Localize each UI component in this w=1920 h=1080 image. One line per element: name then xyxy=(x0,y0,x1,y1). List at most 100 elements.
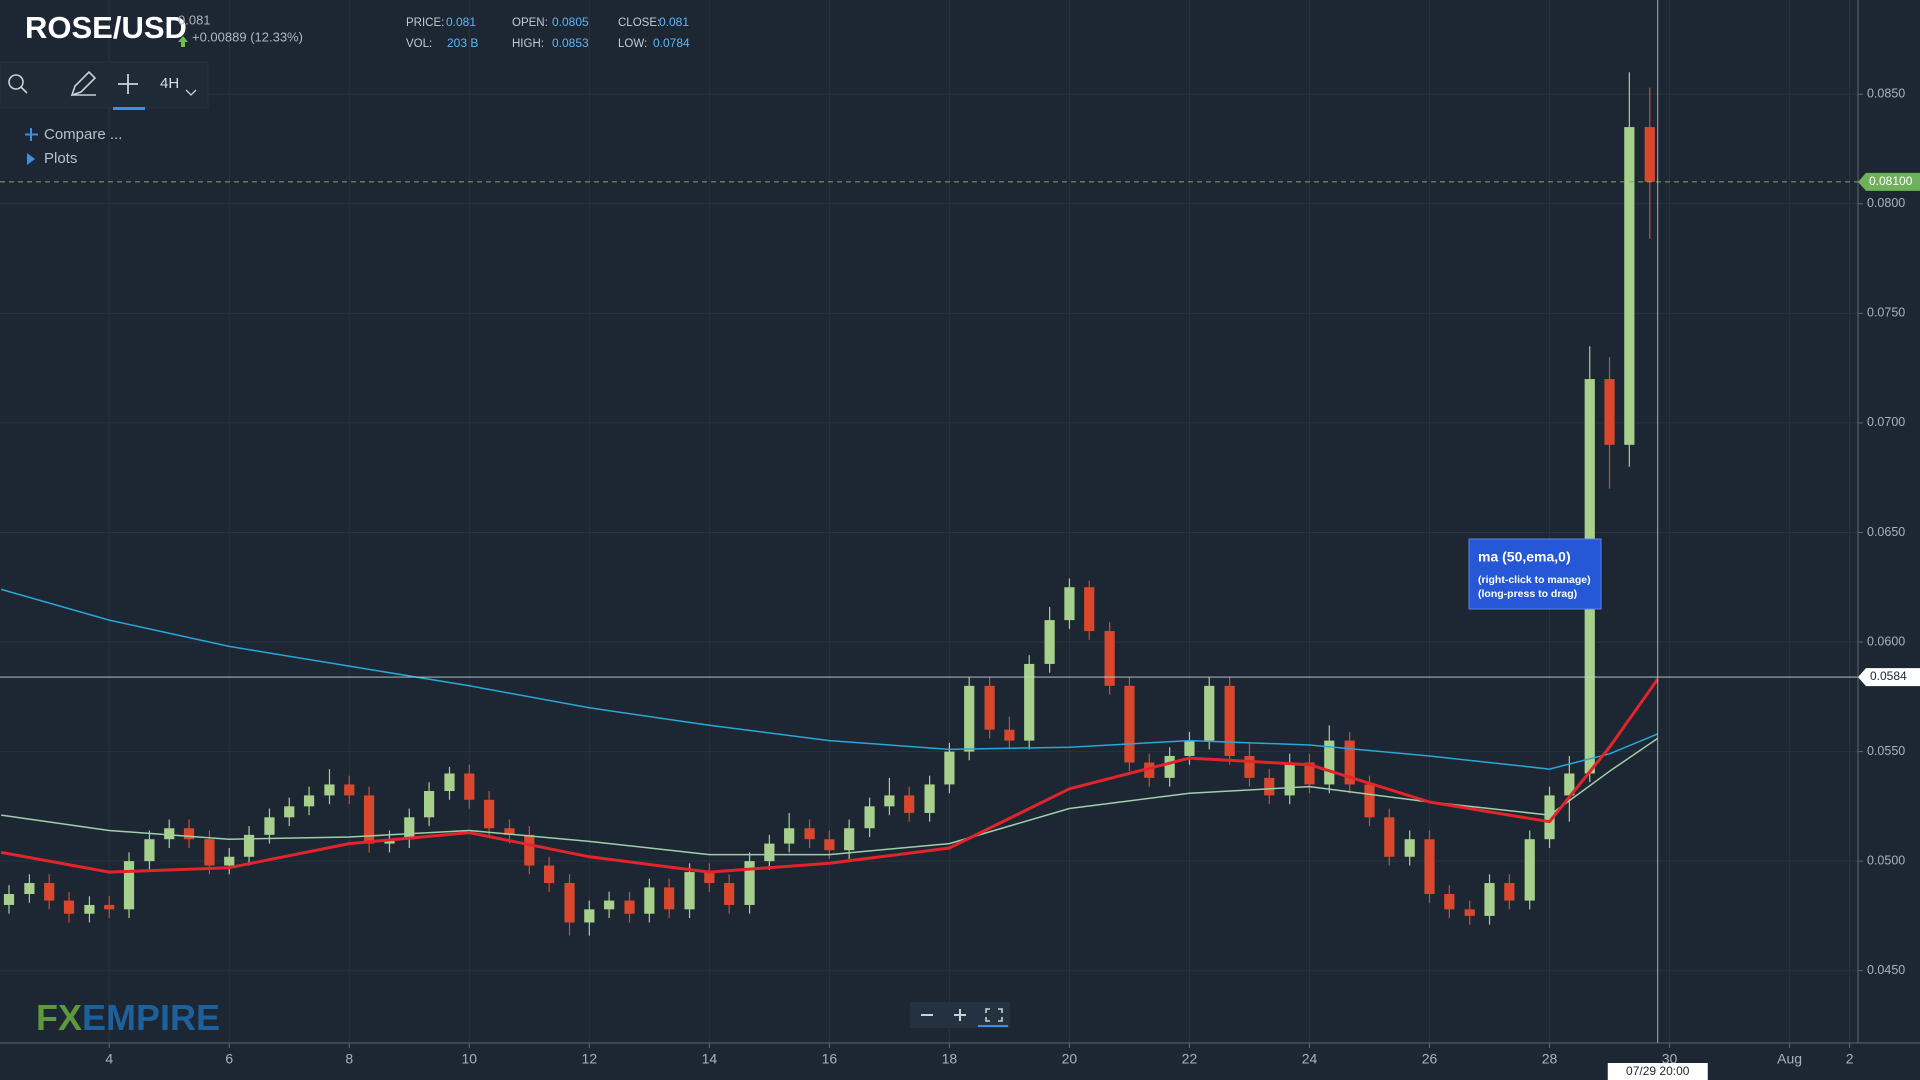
candle-body xyxy=(1144,762,1155,778)
crosshair-icon[interactable] xyxy=(118,74,138,94)
candle-body xyxy=(1084,587,1095,632)
toolbar: 4H Compare ... Plots xyxy=(0,61,209,167)
candle-body xyxy=(204,839,215,866)
candle-body xyxy=(344,784,355,796)
candle-body xyxy=(944,751,955,785)
candle-body xyxy=(1064,587,1075,621)
candle-body xyxy=(3,894,15,905)
candle-body xyxy=(884,795,895,807)
candle-body xyxy=(104,904,115,910)
interval[interactable]: 4H xyxy=(160,75,179,92)
candle-body xyxy=(183,828,195,840)
y-tick-label: 0.0750 xyxy=(1867,306,1905,320)
candle-body xyxy=(303,795,315,807)
candle-body xyxy=(1324,740,1335,785)
candle-body xyxy=(764,843,775,862)
x-tick-label: 28 xyxy=(1542,1051,1558,1067)
candle-body xyxy=(1184,740,1195,756)
tooltip-line: (long-press to drag) xyxy=(1478,588,1577,600)
candle-body xyxy=(1104,631,1115,686)
candle-body xyxy=(464,773,475,800)
x-tick-label: 12 xyxy=(582,1051,598,1067)
candle-body xyxy=(1264,777,1275,796)
x-tick-label: 4 xyxy=(105,1051,113,1067)
candle-body xyxy=(404,817,415,840)
candle-body xyxy=(1404,839,1415,857)
candle-body xyxy=(964,685,975,752)
candle-body xyxy=(544,865,555,884)
y-tick-label: 0.0700 xyxy=(1867,415,1905,429)
x-tick-label: 20 xyxy=(1062,1051,1078,1067)
candle-body xyxy=(1604,379,1615,445)
candle-body xyxy=(1004,729,1015,741)
x-tick-label: 16 xyxy=(822,1051,838,1067)
candle-body xyxy=(1024,663,1035,741)
y-tick-label: 0.0850 xyxy=(1867,87,1905,101)
stat-value: 203 B xyxy=(447,36,478,50)
axes: 0.0450 0.0500 0.0550 0.0600 0.0650 0.0700 0.07… xyxy=(105,87,1920,1080)
candle-body xyxy=(744,861,755,905)
candle-body xyxy=(1444,894,1455,910)
stat-value: 0.0784 xyxy=(653,36,690,50)
compare-button[interactable]: Compare ... xyxy=(44,126,122,143)
crosshair-x-tag xyxy=(1607,1063,1708,1080)
candle-body xyxy=(1464,909,1475,916)
tooltip-line: (right-click to manage) xyxy=(1478,574,1591,586)
candle-body xyxy=(844,828,855,851)
candle-body xyxy=(444,773,455,792)
x-tick-label: 8 xyxy=(345,1051,353,1067)
candle-body xyxy=(224,856,235,866)
x-tick-label: 24 xyxy=(1302,1051,1318,1067)
plots-button[interactable]: Plots xyxy=(44,150,77,167)
candle-body xyxy=(363,795,375,844)
moving-average-line xyxy=(0,678,1659,874)
toolbar-bg xyxy=(0,61,209,109)
stat-value: 0.081 xyxy=(446,15,476,29)
candle-body xyxy=(1044,620,1055,664)
candle-body xyxy=(284,806,295,818)
candle-body xyxy=(1424,839,1435,894)
candle-body xyxy=(784,828,795,844)
draw-icon[interactable] xyxy=(70,70,97,97)
last-price-tag xyxy=(1858,172,1920,191)
crosshair-y-tag xyxy=(1858,668,1920,687)
zoom-controls xyxy=(910,1002,1010,1028)
candle-body xyxy=(264,817,275,835)
x-tick-label: 30 xyxy=(1662,1051,1678,1067)
stat-label: VOL: xyxy=(406,38,432,50)
interval-chevron[interactable] xyxy=(185,89,197,96)
search-icon[interactable] xyxy=(8,74,24,90)
candle-body xyxy=(1484,883,1495,916)
tooltip-box xyxy=(1468,538,1602,610)
y-tick-label: 0.0650 xyxy=(1867,525,1905,539)
x-tick-label: 22 xyxy=(1182,1051,1198,1067)
stat-label: LOW: xyxy=(618,38,647,50)
candle-body xyxy=(484,799,495,829)
candle-body xyxy=(243,834,255,857)
active-underline xyxy=(113,107,145,110)
plots-triangle-icon xyxy=(27,153,35,165)
zoom-in-button[interactable] xyxy=(954,1009,966,1021)
fullscreen-underline xyxy=(978,1025,1008,1027)
candle-body xyxy=(724,883,735,905)
stat-label: CLOSE: xyxy=(618,17,660,29)
candle-body xyxy=(1244,755,1255,778)
candle-body xyxy=(684,872,695,910)
last-price-label: 0.08100 xyxy=(1869,174,1913,188)
stat-value: 0.081 xyxy=(659,15,689,29)
candle-body xyxy=(1384,817,1395,857)
tooltip: ma (50,ema,0) (right-click to manage) (l… xyxy=(1468,538,1602,610)
candle-body xyxy=(664,887,675,910)
fullscreen-button[interactable] xyxy=(985,1008,1003,1022)
candle-body xyxy=(1204,685,1215,741)
candle-body xyxy=(1524,839,1535,901)
candle-body xyxy=(1644,127,1655,182)
candle-body xyxy=(1504,883,1515,901)
candle-body xyxy=(924,784,935,813)
candle-body xyxy=(24,883,35,894)
stat-value: 0.0853 xyxy=(552,36,589,50)
candle-body xyxy=(504,828,515,835)
candle-body xyxy=(644,887,655,914)
candle-body xyxy=(423,791,435,818)
